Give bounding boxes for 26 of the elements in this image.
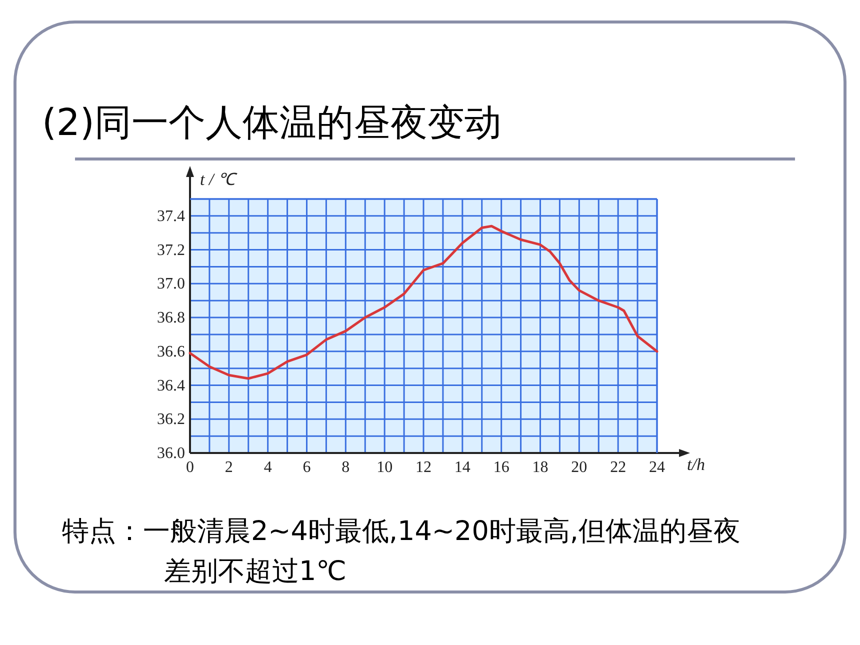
- y-tick-label: 37.0: [157, 276, 185, 293]
- y-tick-label: 36.2: [157, 411, 185, 428]
- x-tick-label: 12: [416, 459, 432, 476]
- x-tick-label: 24: [649, 459, 665, 476]
- text: 特点：一般清晨2~4时最低,14~20时最高,但体温的昼夜差别不超过1℃: [62, 515, 742, 589]
- y-tick-label: 36.4: [157, 377, 185, 394]
- x-tick-label: 8: [342, 459, 350, 476]
- x-tick-label: 0: [186, 459, 194, 476]
- x-tick-label: 6: [302, 459, 311, 476]
- y-tick-label: 36.8: [157, 310, 185, 327]
- x-tick-label: 14: [454, 459, 470, 476]
- x-tick-label: 18: [532, 459, 548, 476]
- chart-title: (2)同一个人体温的昼夜变动: [42, 100, 502, 146]
- x-tick-label: 16: [493, 459, 510, 476]
- x-tick-label: 20: [571, 459, 588, 476]
- y-tick-label: 36.6: [157, 343, 185, 360]
- y-tick-label: 37.4: [157, 208, 185, 225]
- x-tick-label: 4: [264, 459, 272, 476]
- y-axis-title: t / ℃: [200, 170, 238, 189]
- y-tick-label: 36.0: [157, 445, 185, 462]
- x-axis-title: t/h: [687, 455, 705, 474]
- x-tick-label: 2: [224, 459, 233, 476]
- y-tick-label: 37.2: [157, 242, 185, 259]
- x-tick-label: 10: [376, 459, 393, 476]
- x-tick-label: 22: [610, 459, 626, 476]
- line-series: [188, 224, 658, 380]
